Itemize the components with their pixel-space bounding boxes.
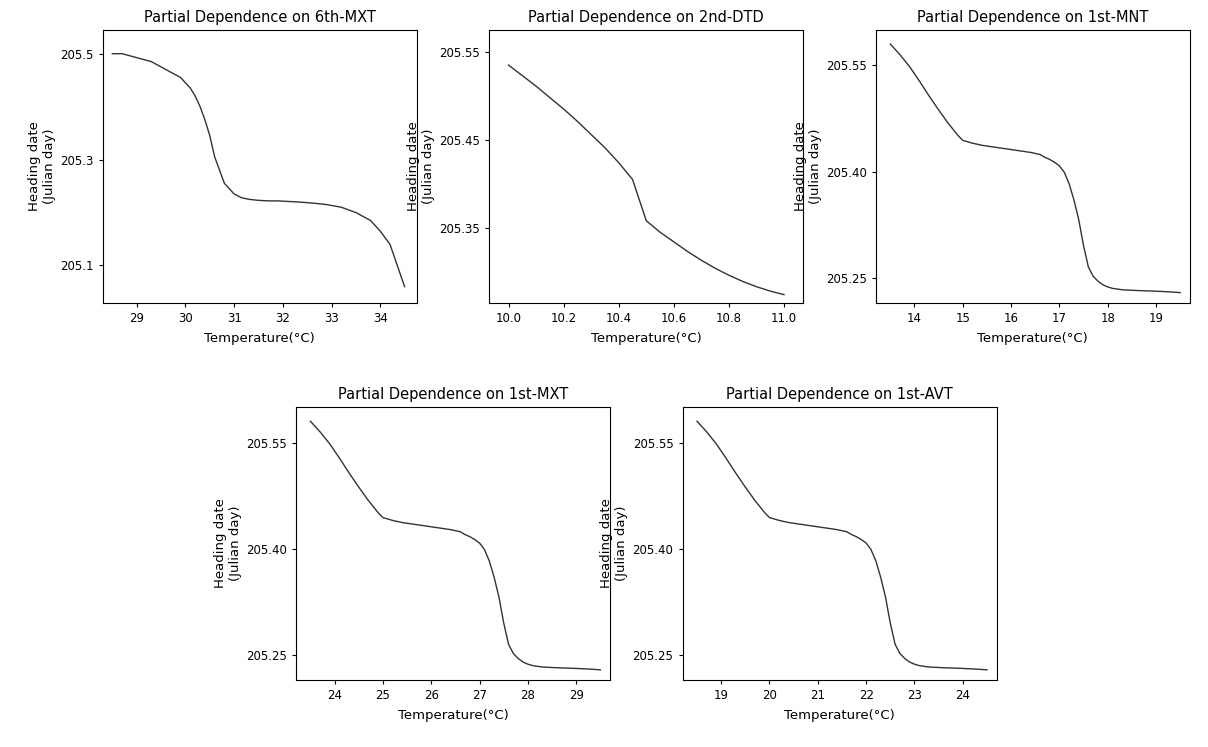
- Title: Partial Dependence on 1st-MXT: Partial Dependence on 1st-MXT: [338, 387, 568, 402]
- Y-axis label: Heading date
(Julian day): Heading date (Julian day): [600, 498, 628, 589]
- Y-axis label: Heading date
(Julian day): Heading date (Julian day): [214, 498, 242, 589]
- Title: Partial Dependence on 1st-MNT: Partial Dependence on 1st-MNT: [917, 10, 1149, 25]
- X-axis label: Temperature(°C): Temperature(°C): [977, 332, 1088, 344]
- X-axis label: Temperature(°C): Temperature(°C): [784, 709, 895, 722]
- Title: Partial Dependence on 1st-AVT: Partial Dependence on 1st-AVT: [726, 387, 953, 402]
- Y-axis label: Heading date
(Julian day): Heading date (Julian day): [407, 121, 435, 211]
- Y-axis label: Heading date
(Julian day): Heading date (Julian day): [28, 121, 56, 211]
- X-axis label: Temperature(°C): Temperature(°C): [204, 332, 315, 344]
- Title: Partial Dependence on 2nd-DTD: Partial Dependence on 2nd-DTD: [528, 10, 765, 25]
- X-axis label: Temperature(°C): Temperature(°C): [397, 709, 509, 722]
- X-axis label: Temperature(°C): Temperature(°C): [591, 332, 702, 344]
- Y-axis label: Heading date
(Julian day): Heading date (Julian day): [794, 121, 821, 211]
- Title: Partial Dependence on 6th-MXT: Partial Dependence on 6th-MXT: [144, 10, 376, 25]
